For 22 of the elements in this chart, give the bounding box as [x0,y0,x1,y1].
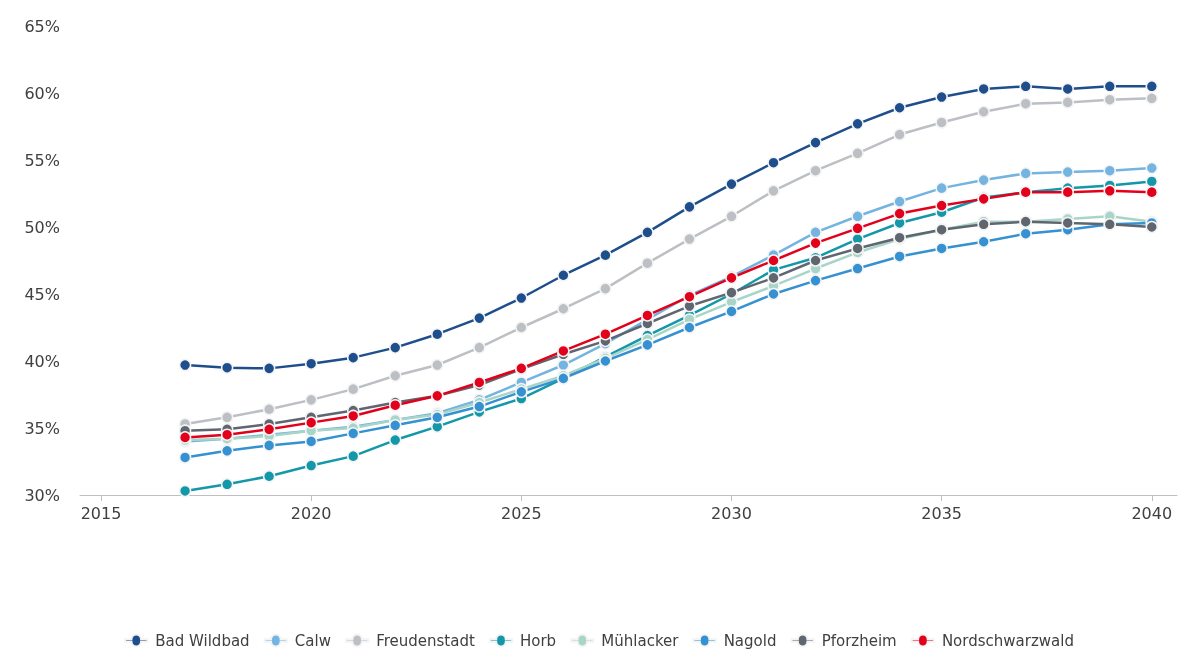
legend-label: Nagold [723,631,777,650]
x-tick-label: 2030 [711,503,752,523]
legend-label: Horb [519,631,557,650]
legend-label: Freudenstadt [376,631,475,650]
y-tick-label: 45% [24,284,60,304]
y-tick-label: 55% [24,150,60,170]
legend-label: Bad Wildbad [155,631,250,650]
x-tick-label: 2040 [1131,503,1173,523]
y-tick-label: 30% [24,485,60,505]
x-tick-label: 2020 [290,503,332,523]
legend-label: Nordschwarzwald [941,631,1074,650]
legend-label: Mühlacker [601,631,680,650]
x-tick-label: 2015 [80,503,122,523]
y-tick-label: 60% [24,83,60,103]
y-tick-label: 50% [24,217,60,237]
x-tick-label: 2025 [500,503,542,523]
y-tick-label: 65% [24,16,60,36]
y-tick-label: 40% [24,351,60,371]
x-tick-label: 2035 [921,503,962,523]
legend-label: Calw [294,631,331,650]
y-tick-label: 35% [24,418,60,438]
legend-label: Pforzheim [821,631,897,650]
